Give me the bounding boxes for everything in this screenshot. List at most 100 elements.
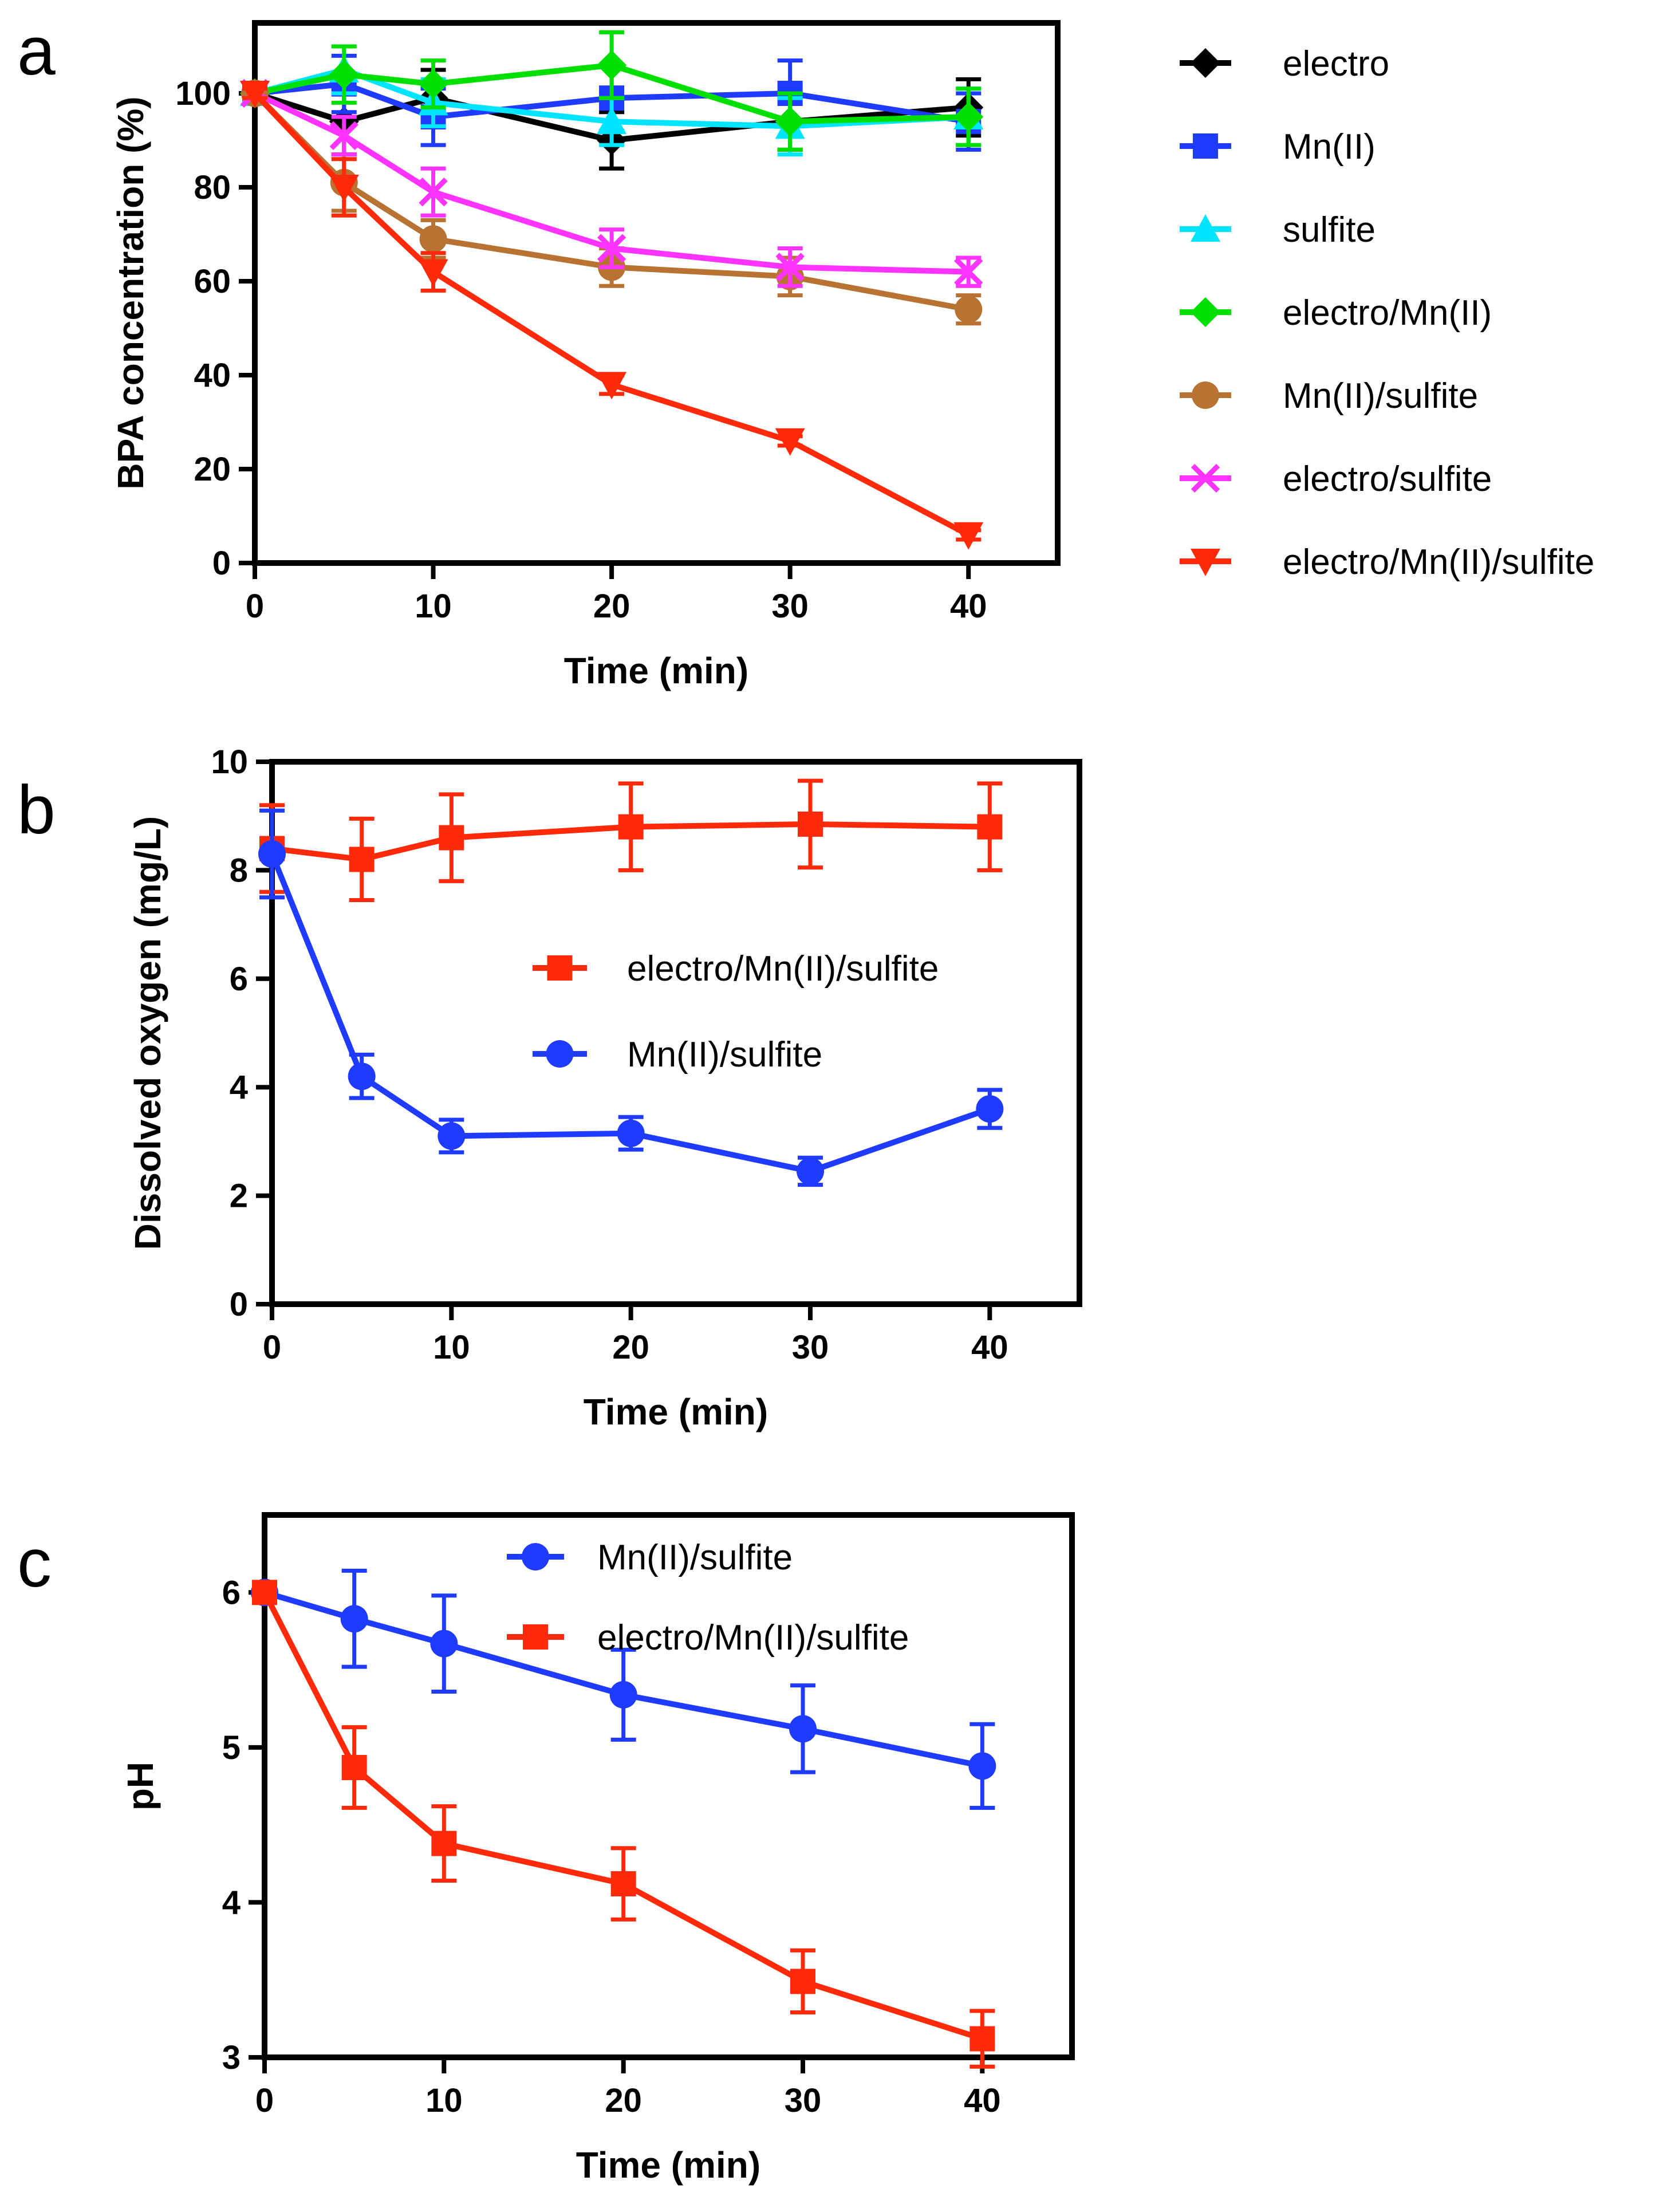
- y-tick-label: 4: [230, 1069, 248, 1106]
- y-tick-label: 6: [230, 961, 248, 998]
- data-point: [341, 1755, 367, 1781]
- data-point: [348, 1062, 376, 1091]
- x-tick-label: 30: [792, 1329, 829, 1366]
- x-axis-title: Time (min): [584, 1391, 768, 1432]
- y-tick-label: 0: [212, 545, 231, 582]
- legend-label: electro/Mn(II)/sulfite: [597, 1618, 909, 1658]
- data-point: [775, 428, 805, 456]
- series-line: [254, 62, 969, 125]
- legend-label: sulfite: [1283, 210, 1376, 250]
- data-point: [798, 811, 823, 837]
- x-tick-label: 30: [771, 588, 809, 625]
- legend-marker: [523, 1624, 548, 1650]
- legend-marker: [1191, 48, 1220, 78]
- legend-item: Mn(II)/sulfite: [533, 1035, 822, 1074]
- panel-letter: c: [17, 1525, 52, 1601]
- series-electro-mn-ii: [240, 30, 984, 152]
- y-tick-label: 20: [194, 451, 231, 488]
- x-tick-label: 40: [950, 588, 987, 625]
- data-point: [597, 107, 627, 135]
- legend-marker: [547, 955, 573, 981]
- data-point: [418, 259, 448, 287]
- legend-marker: [546, 1040, 574, 1068]
- legend-marker: [1192, 381, 1219, 409]
- legend-label: electro/Mn(II)/sulfite: [1283, 542, 1594, 582]
- data-point: [329, 175, 359, 202]
- series-electro-mn-ii-sulfite: [259, 778, 1003, 902]
- panel-b: b 0 10 20 30 40 0 2 4 6 8 10 Time (min) Dissolved oxy…: [17, 743, 1082, 1432]
- data-point: [240, 81, 270, 108]
- data-point: [418, 69, 448, 99]
- legend-label: Mn(II): [1283, 127, 1376, 167]
- x-tick-label: 10: [415, 588, 452, 625]
- series-electro-mn-ii-sulfite: [240, 81, 984, 550]
- x-tick-label: 20: [593, 588, 630, 625]
- x-tick-label: 10: [433, 1329, 470, 1366]
- legend-item: Mn(II)/sulfite: [507, 1538, 793, 1577]
- legend-label: Mn(II)/sulfite: [1283, 376, 1478, 416]
- legend-label: Mn(II)/sulfite: [627, 1035, 822, 1074]
- series-line: [254, 81, 969, 125]
- legend-label: Mn(II)/sulfite: [597, 1538, 793, 1577]
- legend-item: electro/sulfite: [1180, 459, 1492, 499]
- data-point: [954, 257, 983, 286]
- data-point: [431, 1831, 457, 1856]
- series-line: [263, 1589, 983, 1769]
- x-tick-label: 0: [255, 2082, 274, 2119]
- y-tick-label: 8: [230, 852, 248, 889]
- y-axis-title: BPA concentration (%): [110, 96, 151, 489]
- data-point: [597, 234, 626, 263]
- series-mn-ii-sulfite: [251, 1568, 996, 1810]
- data-point: [953, 102, 984, 132]
- data-point: [618, 814, 644, 840]
- x-axis-title: Time (min): [576, 2144, 760, 2186]
- legend-item: electro/Mn(II): [1180, 293, 1492, 333]
- x-tick-label: 20: [612, 1329, 649, 1366]
- data-point: [968, 1752, 996, 1780]
- series-line: [262, 1591, 983, 2042]
- data-point: [955, 296, 983, 324]
- data-point: [953, 522, 984, 550]
- data-point: [349, 847, 375, 872]
- y-tick-label: 10: [211, 743, 248, 781]
- data-point: [329, 121, 358, 150]
- data-point: [438, 1122, 466, 1150]
- x-tick-label: 0: [246, 588, 264, 625]
- data-point: [340, 1605, 368, 1633]
- y-tick-label: 3: [222, 2039, 241, 2076]
- legend-item: Mn(II)/sulfite: [1180, 376, 1478, 416]
- panel-letter: b: [17, 772, 56, 848]
- series-line: [271, 821, 990, 863]
- legend-item: sulfite: [1180, 210, 1376, 250]
- legend-label: electro/Mn(II): [1283, 293, 1492, 333]
- x-tick-label: 40: [964, 2082, 1001, 2119]
- legend-marker: [1191, 214, 1220, 242]
- legend-item: electro/Mn(II)/sulfite: [1180, 542, 1594, 582]
- legend-marker: [1193, 133, 1218, 159]
- data-point: [797, 1157, 824, 1185]
- y-axis-title: Dissolved oxygen (mg/L): [127, 816, 168, 1250]
- legend-marker: [522, 1543, 549, 1571]
- legend-marker: [1191, 297, 1220, 327]
- series-line: [253, 91, 970, 538]
- series-electro-mn-ii-sulfite: [252, 1580, 995, 2069]
- data-point: [419, 178, 448, 207]
- data-point: [419, 225, 447, 253]
- y-tick-label: 0: [230, 1286, 248, 1323]
- legend-label: electro/Mn(II)/sulfite: [627, 949, 939, 989]
- y-tick-label: 2: [230, 1178, 248, 1215]
- legend-marker: [1191, 549, 1220, 576]
- data-point: [977, 814, 1003, 840]
- data-point: [609, 1680, 637, 1709]
- data-point: [252, 1580, 277, 1605]
- x-axis-title: Time (min): [564, 650, 748, 691]
- plot-frame: [252, 20, 1061, 566]
- plot-frame: [262, 1512, 1075, 2060]
- data-point: [789, 1715, 817, 1743]
- y-tick-label: 5: [222, 1729, 241, 1766]
- x-tick-label: 0: [263, 1329, 281, 1366]
- legend-item: electro/Mn(II)/sulfite: [533, 949, 939, 989]
- y-tick-label: 60: [194, 263, 231, 300]
- legend-label: electro/sulfite: [1283, 459, 1492, 499]
